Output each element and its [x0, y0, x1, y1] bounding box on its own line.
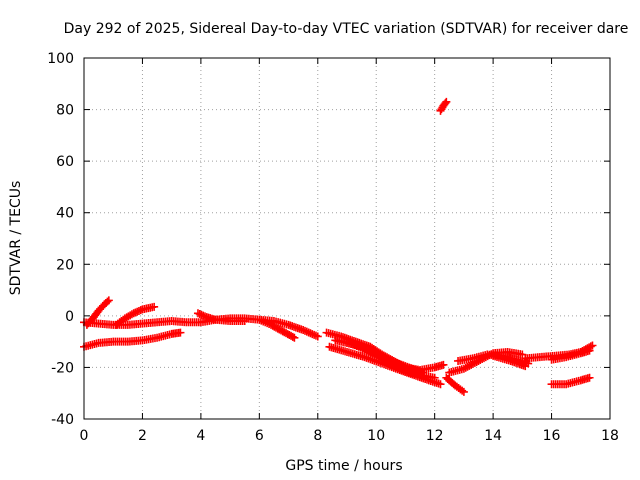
x-tick-label: 0	[80, 428, 89, 444]
series-track-11	[442, 373, 468, 396]
data-point	[300, 326, 309, 335]
data-point	[442, 97, 451, 106]
data-point	[386, 360, 395, 369]
x-tick-label: 10	[367, 428, 385, 444]
y-tick-label: -40	[51, 412, 74, 428]
x-tick-label: 16	[543, 428, 561, 444]
data-point	[306, 329, 315, 338]
data-point	[240, 317, 249, 326]
plot-frame	[83, 57, 611, 420]
series-track-4	[112, 302, 159, 329]
data-point	[150, 302, 159, 311]
y-tick-label: 100	[47, 51, 74, 67]
data-point	[104, 296, 113, 305]
data-point	[585, 346, 594, 355]
y-tick-label: 40	[56, 206, 74, 222]
data-point	[311, 331, 320, 340]
series-track-18	[436, 97, 451, 115]
data-point	[588, 341, 597, 350]
x-tick-label: 2	[138, 428, 147, 444]
axis-ticks: 0 2 4 6 8 10 12 14 16 18 -40 -20 0 20 40 60 80 100	[47, 51, 619, 444]
data-point	[394, 364, 403, 373]
x-tick-label: 14	[484, 428, 502, 444]
series-track-3	[82, 296, 113, 329]
series-track-16	[547, 346, 594, 364]
data-point	[103, 297, 112, 306]
data-point	[399, 366, 408, 375]
data-point	[392, 363, 401, 372]
data-point	[127, 310, 136, 319]
data-point	[458, 386, 467, 395]
data-point	[585, 373, 594, 382]
data-point	[439, 360, 448, 369]
data-point	[310, 330, 319, 339]
y-tick-label: -20	[51, 360, 74, 376]
y-tick-label: 80	[56, 103, 74, 119]
series-track-8	[325, 342, 445, 389]
series-track-14	[489, 351, 530, 371]
y-tick-label: 60	[56, 154, 74, 170]
data-point	[290, 333, 299, 342]
x-tick-label: 6	[255, 428, 264, 444]
data-points	[80, 97, 597, 396]
series-track-5	[193, 309, 249, 326]
series-track-6	[255, 315, 299, 342]
x-tick-label: 12	[426, 428, 444, 444]
series-track-2	[80, 328, 185, 351]
data-point	[586, 342, 595, 351]
data-point	[288, 332, 297, 341]
data-point	[441, 99, 450, 108]
data-point	[304, 328, 313, 337]
data-point	[436, 380, 445, 389]
x-axis-label: GPS time / hours	[285, 458, 402, 474]
data-point	[390, 362, 399, 371]
data-point	[395, 364, 404, 373]
chart-title: Day 292 of 2025, Sidereal Day-to-day VTE…	[64, 21, 629, 37]
data-point	[459, 387, 468, 396]
x-tick-label: 4	[196, 428, 205, 444]
data-point	[521, 362, 530, 371]
data-point	[397, 365, 406, 374]
grid-lines	[84, 58, 610, 419]
y-tick-label: 0	[65, 309, 74, 325]
data-point	[388, 361, 397, 370]
x-tick-label: 8	[313, 428, 322, 444]
data-point	[430, 373, 439, 382]
series-track-17	[547, 373, 594, 389]
data-point	[313, 332, 322, 341]
series-track-10	[343, 338, 439, 382]
data-point	[176, 328, 185, 337]
y-axis-label: SDTVAR / TECUs	[8, 181, 24, 296]
y-tick-label: 20	[56, 257, 74, 273]
data-point	[299, 326, 308, 335]
x-tick-label: 18	[601, 428, 619, 444]
data-point	[302, 327, 311, 336]
data-point	[308, 330, 317, 339]
